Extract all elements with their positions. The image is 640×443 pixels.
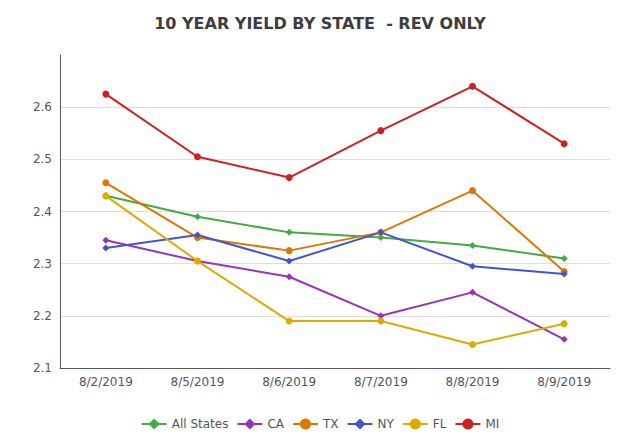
svg-text:All States: All States bbox=[172, 417, 229, 431]
svg-text:CA: CA bbox=[267, 417, 284, 431]
svg-text:2.1: 2.1 bbox=[33, 361, 52, 375]
svg-text:10 YEAR YIELD BY STATE - REV: 10 YEAR YIELD BY STATE - REV ONLY bbox=[154, 14, 486, 33]
svg-text:2.2: 2.2 bbox=[33, 309, 52, 323]
svg-text:8/9/2019: 8/9/2019 bbox=[537, 375, 591, 389]
svg-text:2.3: 2.3 bbox=[33, 257, 52, 271]
svg-text:2.6: 2.6 bbox=[33, 100, 52, 114]
svg-text:FL: FL bbox=[433, 417, 447, 431]
svg-text:2.4: 2.4 bbox=[33, 205, 52, 219]
svg-text:TX: TX bbox=[322, 417, 339, 431]
svg-text:8/2/2019: 8/2/2019 bbox=[79, 375, 133, 389]
svg-text:MI: MI bbox=[485, 417, 499, 431]
svg-text:8/8/2019: 8/8/2019 bbox=[446, 375, 500, 389]
svg-text:8/7/2019: 8/7/2019 bbox=[354, 375, 408, 389]
svg-text:8/5/2019: 8/5/2019 bbox=[171, 375, 225, 389]
svg-text:2.5: 2.5 bbox=[33, 152, 52, 166]
svg-text:8/6/2019: 8/6/2019 bbox=[262, 375, 316, 389]
svg-text:NY: NY bbox=[378, 417, 395, 431]
